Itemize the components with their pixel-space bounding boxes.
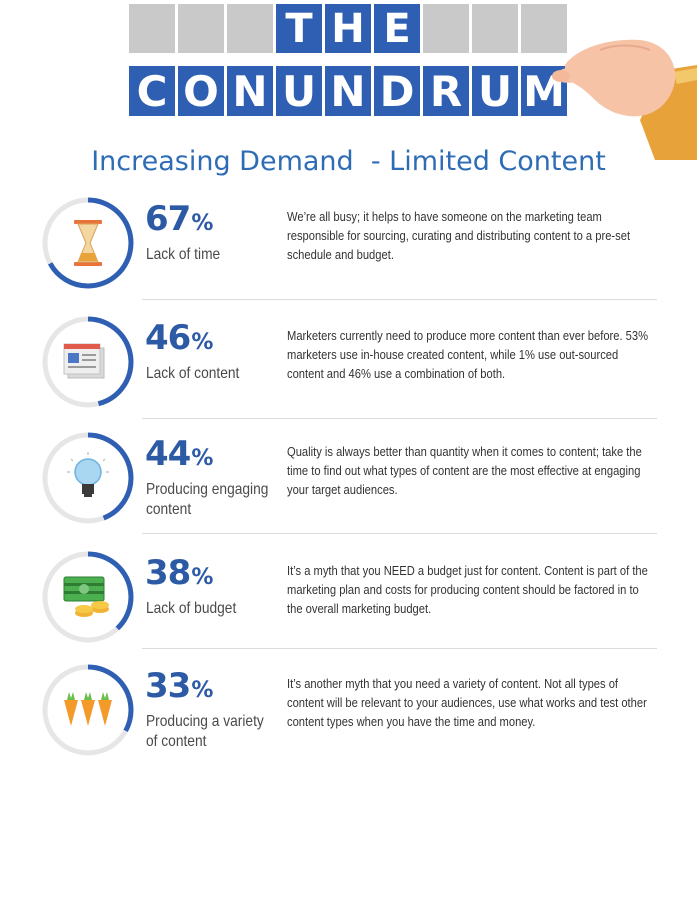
stat-percentage: 38% [145, 553, 213, 593]
stat-row: 46% Lack of content Marketers currently … [0, 312, 697, 428]
header-tile [129, 4, 175, 53]
stat-row: 38% Lack of budget It’s a myth that you … [0, 547, 697, 663]
stat-label: Producing a variety of content [146, 713, 264, 750]
hourglass-icon [42, 197, 134, 289]
stat-description: Marketers currently need to produce more… [287, 328, 649, 381]
stat-label: Lack of content [146, 365, 240, 382]
stat-row: 33% Producing a variety of content It’s … [0, 660, 697, 776]
document-icon [42, 316, 134, 408]
header-tile-letter: N [227, 66, 273, 116]
header-tile [178, 4, 224, 53]
stat-label: Lack of time [146, 246, 221, 263]
header-tile-letter: U [472, 66, 518, 116]
divider [142, 533, 657, 534]
header-tile [423, 4, 469, 53]
stat-percentage: 67% [145, 199, 213, 239]
progress-arc [42, 551, 134, 643]
header-tiles-bottom: C O N U N D R U M [129, 66, 567, 116]
header-tile-letter: O [178, 66, 224, 116]
carrots-icon [42, 664, 134, 756]
lightbulb-icon [42, 432, 134, 524]
stat-label: Lack of budget [146, 600, 237, 617]
progress-arc [42, 664, 134, 756]
stat-description: Quality is always better than quantity w… [287, 444, 642, 497]
progress-arc [42, 432, 134, 524]
progress-arc [42, 316, 134, 408]
header-tile-letter: D [374, 66, 420, 116]
divider [142, 418, 657, 419]
header-tile-letter: R [423, 66, 469, 116]
progress-arc [42, 197, 134, 289]
stat-row: 67% Lack of time We’re all busy; it help… [0, 193, 697, 309]
hand-illustration [552, 39, 697, 160]
stat-description: We’re all busy; it helps to have someone… [287, 209, 631, 262]
header-tile [227, 4, 273, 53]
header-tile-letter: N [325, 66, 371, 116]
stat-percentage: 33% [145, 666, 213, 706]
header-tile-letter: H [325, 4, 371, 53]
header-tiles-top: T H E [129, 4, 567, 53]
header-tile-letter: U [276, 66, 322, 116]
stat-label: Producing engaging content [146, 481, 269, 518]
stat-percentage: 44% [145, 434, 213, 474]
header-tile [472, 4, 518, 53]
header-tile-letter: C [129, 66, 175, 116]
header-tile-letter: T [276, 4, 322, 53]
stat-description: It’s another myth that you need a variet… [287, 676, 647, 729]
stat-description: It’s a myth that you NEED a budget just … [287, 563, 648, 616]
divider [142, 299, 657, 300]
divider [142, 648, 657, 649]
page-title: Increasing Demand - Limited Content [91, 146, 606, 177]
money-icon [42, 551, 134, 643]
header-tile [521, 4, 567, 53]
header-tile-letter: E [374, 4, 420, 53]
stat-percentage: 46% [145, 318, 213, 358]
stat-row: 44% Producing engaging content Quality i… [0, 428, 697, 544]
